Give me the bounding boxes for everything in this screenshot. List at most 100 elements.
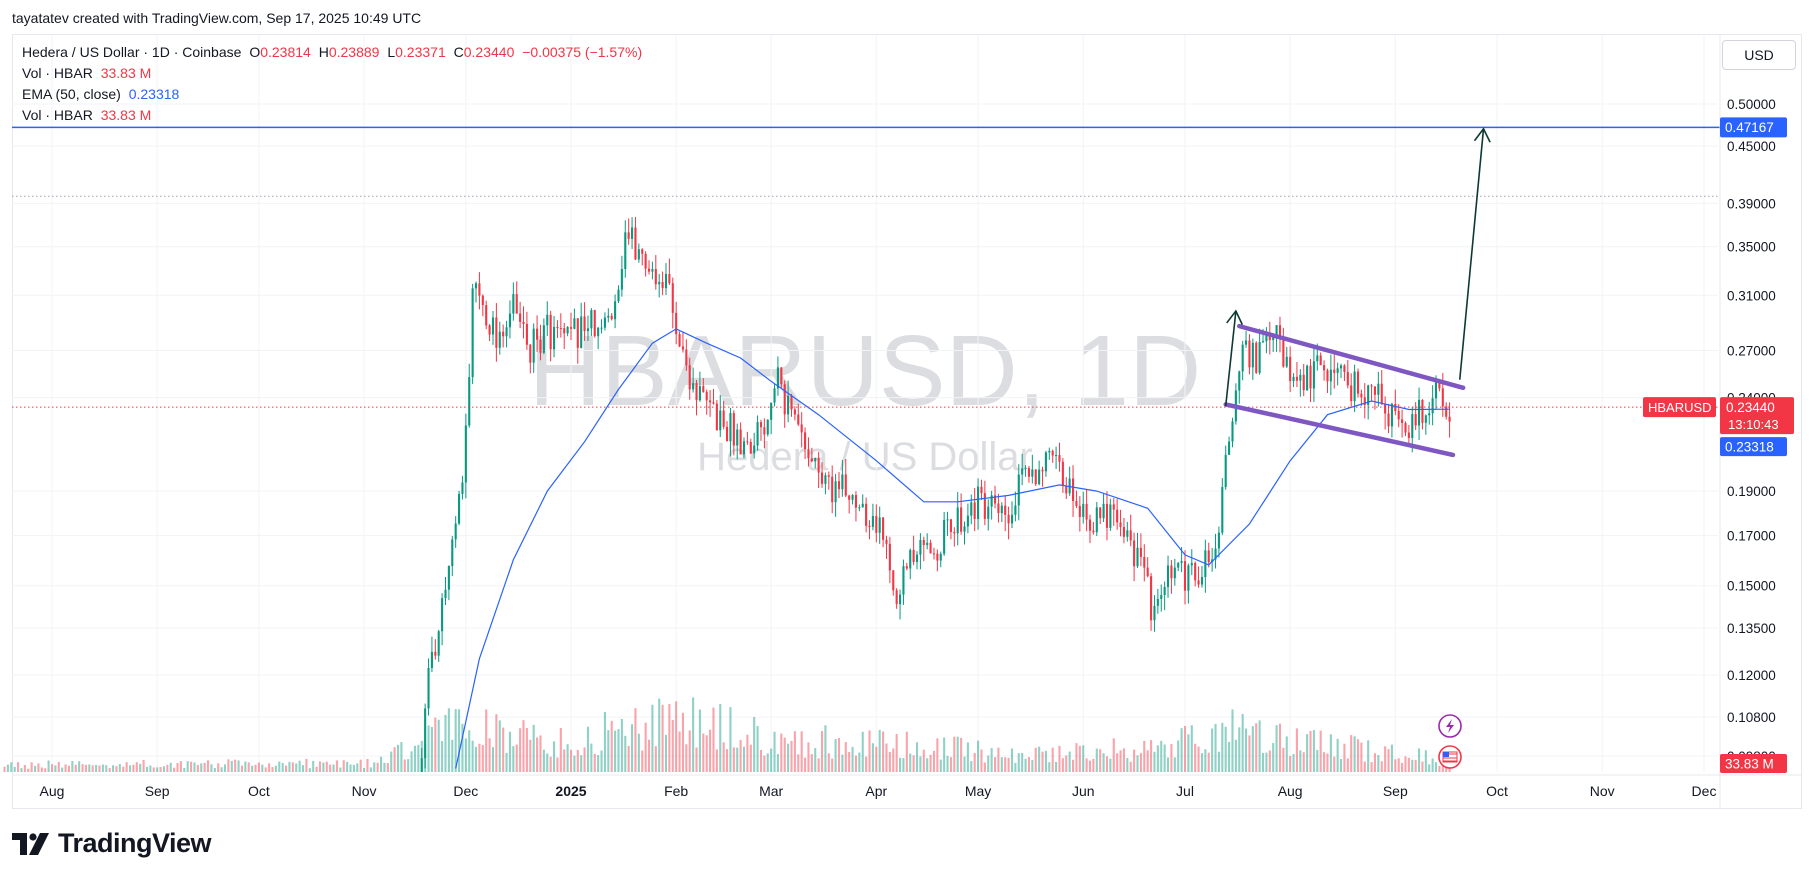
volume-bar: [308, 768, 311, 772]
candle-body: [566, 327, 569, 334]
candle-body: [515, 294, 518, 314]
volume-bar: [498, 720, 501, 772]
candle-body: [1441, 388, 1444, 407]
currency-button[interactable]: USD: [1722, 40, 1796, 70]
lightning-icon[interactable]: [1438, 714, 1462, 738]
candle-body: [729, 413, 732, 442]
candle-body: [1326, 370, 1329, 382]
volume-bar: [203, 762, 206, 772]
volume-bar: [698, 709, 701, 772]
volume-bar: [1418, 748, 1421, 772]
candle-body: [641, 249, 644, 254]
volume-bar: [1316, 750, 1319, 772]
candle-body: [458, 493, 461, 524]
candle-body: [1245, 340, 1248, 345]
chart-frame[interactable]: [12, 34, 1802, 809]
volume-bar: [834, 739, 837, 772]
volume-bar: [173, 767, 176, 772]
candle-body: [1350, 385, 1353, 402]
legend-volume-2[interactable]: Vol · HBAR 33.83 M: [22, 107, 155, 123]
legend-ohlc: Hedera / US Dollar · 1D · Coinbase O0.23…: [22, 44, 646, 60]
volume-bar: [559, 728, 562, 772]
volume-bar: [1017, 753, 1020, 772]
candle-body: [607, 315, 610, 318]
candle-body: [1414, 414, 1417, 426]
candle-body: [1438, 382, 1441, 389]
candle-body: [620, 269, 623, 290]
candle-body: [759, 422, 763, 428]
volume-bar: [651, 704, 654, 772]
candle-body: [990, 495, 993, 507]
candle-body: [993, 495, 997, 504]
volume-bar: [692, 697, 695, 772]
candle-body: [1173, 567, 1176, 579]
candle-body: [719, 410, 722, 431]
candle-body: [722, 410, 725, 427]
volume-bar: [1190, 725, 1193, 772]
us-flag-calendar-icon[interactable]: [1438, 745, 1462, 769]
volume-bar: [417, 744, 420, 772]
volume-bar: [40, 767, 43, 772]
volume-bar: [315, 766, 318, 772]
y-tick-label: 0.27000: [1727, 344, 1776, 359]
volume-bar: [227, 759, 230, 772]
candle-body: [1027, 467, 1031, 477]
volume-bar: [373, 762, 376, 772]
volume-bar: [1302, 752, 1305, 772]
volume-bar: [597, 755, 600, 772]
volume-bar: [827, 753, 830, 772]
volume-bar: [247, 762, 250, 772]
candle-body: [1346, 371, 1349, 386]
y-tick-label: 0.10800: [1727, 710, 1776, 725]
volume-bar: [1438, 765, 1441, 772]
volume-bar: [1038, 746, 1041, 772]
volume-bar: [1116, 753, 1119, 772]
volume-bar: [1360, 742, 1363, 772]
volume-bar: [637, 733, 640, 772]
candle-body: [508, 313, 511, 328]
candle-body: [1373, 386, 1377, 395]
volume-bar: [413, 745, 417, 772]
volume-bar: [566, 744, 569, 772]
drawings[interactable]: [1223, 127, 1491, 458]
volume-bar: [1068, 751, 1071, 772]
volume-bar: [1109, 758, 1112, 772]
candle-body: [905, 566, 908, 569]
candle-body: [1119, 522, 1122, 528]
symbol-badge-text: HBARUSD: [1648, 400, 1712, 415]
tradingview-logo[interactable]: TradingView: [12, 828, 212, 859]
candle-body: [481, 295, 484, 306]
volume-bar: [1166, 757, 1170, 772]
candle-body: [770, 402, 773, 420]
volume-bar: [956, 736, 959, 772]
chart-icons[interactable]: [1438, 714, 1462, 769]
legend-symbol[interactable]: Hedera / US Dollar · 1D · Coinbase: [22, 44, 242, 60]
volume-bar: [977, 740, 980, 772]
volume-bar: [607, 730, 610, 772]
target-arrow-shaft: [1458, 128, 1485, 380]
volume-bar: [943, 737, 946, 772]
legend-volume[interactable]: Vol · HBAR 33.83 M: [22, 65, 155, 81]
candle-body: [424, 708, 427, 759]
candle-body: [898, 594, 902, 605]
volume-bar: [1377, 755, 1380, 772]
candle-body: [1323, 365, 1326, 371]
pole-arrow-shaft: [1224, 310, 1237, 407]
volume-bar: [556, 757, 559, 772]
candle-body: [1200, 577, 1204, 585]
legend-volume-2-value: 33.83 M: [100, 107, 152, 123]
volume-bar: [268, 763, 271, 772]
volume-bar: [800, 731, 803, 772]
volume-bar: [590, 743, 593, 772]
volume-bar: [1105, 756, 1109, 772]
candle-body: [1221, 487, 1224, 533]
candle-body: [820, 472, 824, 484]
legend-ema[interactable]: EMA (50, close) 0.23318: [22, 86, 183, 102]
volume-bar: [576, 750, 579, 772]
candle-body: [919, 539, 922, 555]
candle-body: [1024, 467, 1027, 469]
volume-bar: [858, 752, 861, 772]
volume-bar: [78, 761, 81, 772]
candle-body: [614, 301, 617, 320]
